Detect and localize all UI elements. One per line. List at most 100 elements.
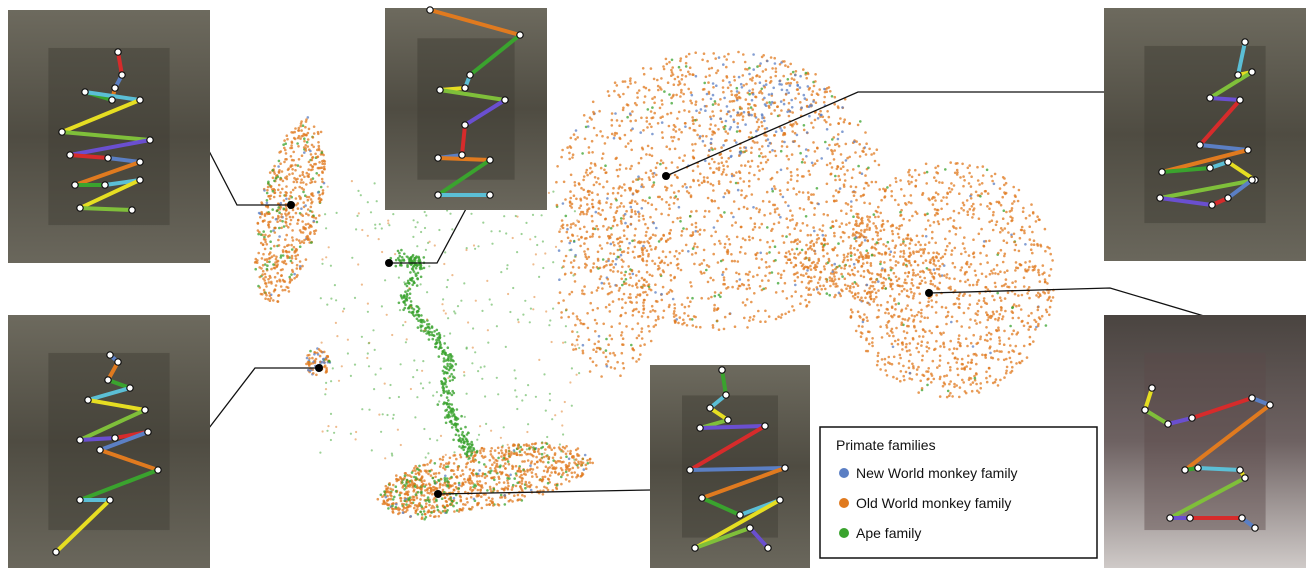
scatter-point — [864, 153, 868, 156]
scatter-point — [571, 153, 575, 156]
scatter-point — [651, 172, 654, 175]
scatter-point — [856, 123, 860, 127]
scatter-point — [860, 296, 863, 300]
scatter-point — [838, 225, 841, 228]
scatter-point — [948, 229, 951, 233]
scatter-point — [713, 160, 716, 164]
scatter-point — [315, 220, 319, 224]
scatter-point — [618, 163, 622, 167]
scatter-point — [561, 202, 565, 205]
scatter-point — [842, 253, 846, 257]
scatter-point — [666, 263, 670, 267]
scatter-point — [739, 82, 743, 86]
scatter-point — [736, 122, 740, 125]
scatter-point — [512, 443, 515, 446]
scatter-point — [722, 195, 725, 199]
scatter-point — [461, 481, 465, 485]
scatter-point — [789, 219, 792, 222]
scatter-point — [291, 188, 295, 192]
scatter-point — [519, 485, 522, 488]
scatter-point — [579, 475, 582, 478]
scatter-point — [973, 374, 976, 378]
scatter-point — [476, 503, 479, 507]
scatter-point — [717, 128, 720, 131]
scatter-point — [566, 146, 569, 149]
scatter-point — [945, 196, 948, 199]
scatter-point — [699, 172, 702, 176]
scatter-point — [649, 288, 653, 292]
scatter-point — [862, 275, 866, 279]
scatter-point — [269, 247, 273, 250]
scatter-point — [905, 264, 909, 268]
scatter-point — [800, 160, 804, 164]
scatter-point — [690, 101, 693, 105]
scatter-point — [964, 250, 967, 254]
scatter-point — [259, 216, 262, 219]
scatter-point — [813, 229, 816, 233]
scatter-point — [424, 515, 428, 519]
scatter-point — [633, 101, 637, 105]
scatter-point — [319, 185, 323, 189]
scatter-point — [816, 147, 819, 150]
scatter-point — [976, 389, 979, 393]
scatter-point — [889, 282, 892, 286]
scatter-point — [722, 63, 725, 66]
scatter-point — [1022, 324, 1026, 328]
scatter-point — [793, 279, 797, 283]
scatter-point — [629, 139, 633, 143]
scatter-point — [254, 267, 257, 271]
scatter-point — [545, 486, 548, 490]
scatter-point — [892, 313, 896, 317]
scatter-point — [602, 185, 605, 189]
scatter-point — [938, 377, 942, 381]
scatter-point — [656, 84, 660, 88]
scatter-point — [894, 244, 898, 247]
scatter-point — [548, 474, 552, 477]
scatter-point — [730, 93, 734, 96]
scatter-point — [922, 250, 926, 253]
scatter-point — [952, 219, 956, 222]
scatter-point — [700, 296, 703, 300]
scatter-point — [970, 389, 974, 393]
scatter-point — [595, 322, 599, 325]
scatter-point — [732, 75, 736, 79]
scatter-point — [1043, 278, 1047, 281]
scatter-point — [806, 191, 810, 194]
scatter-point — [812, 244, 816, 248]
scatter-point — [848, 286, 852, 290]
scatter-point — [737, 207, 741, 211]
scatter-point — [784, 312, 787, 316]
scatter-point — [937, 252, 940, 256]
scatter-point — [713, 307, 716, 310]
scatter-point — [802, 208, 806, 211]
scatter-point — [262, 288, 266, 292]
scatter-point — [684, 125, 687, 128]
scatter-point — [879, 303, 883, 307]
scatter-point — [649, 310, 652, 313]
scatter-point — [598, 277, 602, 281]
scatter-point — [756, 128, 760, 131]
scatter-point — [631, 356, 635, 360]
scatter-point — [677, 205, 681, 209]
scatter-point — [608, 334, 612, 337]
scatter-point — [313, 232, 316, 235]
scatter-point — [634, 119, 637, 122]
scatter-point — [751, 236, 755, 240]
scatter-point — [817, 257, 820, 261]
scatter-point — [710, 66, 714, 70]
scatter-point — [865, 249, 868, 252]
scatter-point — [888, 253, 892, 256]
scatter-point — [1014, 285, 1017, 289]
scatter-point — [263, 247, 267, 251]
scatter-point — [992, 312, 995, 316]
scatter-point — [821, 115, 825, 119]
scatter-point — [749, 165, 752, 168]
scatter-point — [795, 133, 799, 137]
scatter-point — [1002, 209, 1006, 212]
scatter-point — [612, 136, 616, 140]
scatter-point — [620, 222, 623, 225]
scatter-point — [274, 284, 278, 287]
scatter-point — [796, 168, 799, 171]
scatter-point — [921, 248, 924, 251]
scatter-point — [734, 181, 738, 185]
